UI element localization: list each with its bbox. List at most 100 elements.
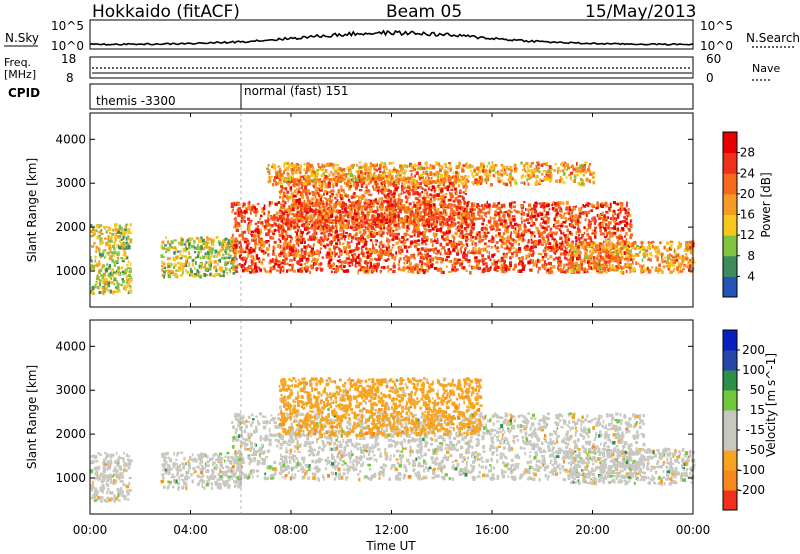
echo-cell bbox=[482, 263, 486, 266]
echo-cell bbox=[389, 233, 392, 237]
echo-cell bbox=[283, 230, 287, 233]
echo-cell bbox=[503, 211, 507, 214]
echo-cell bbox=[617, 254, 620, 258]
echo-cell bbox=[578, 209, 582, 213]
echo-cell bbox=[406, 266, 410, 269]
echo-cell bbox=[371, 265, 375, 270]
echo-cell bbox=[475, 248, 477, 253]
echo-cell bbox=[494, 263, 496, 266]
echo-cell bbox=[454, 261, 458, 265]
echo-cell bbox=[577, 215, 582, 219]
echo-cell bbox=[553, 201, 555, 205]
freq-tick-lo: 8 bbox=[66, 71, 74, 85]
echo-cell bbox=[346, 219, 351, 223]
echo-cell bbox=[466, 202, 469, 205]
echo-cell bbox=[249, 222, 252, 226]
echo-cell bbox=[322, 226, 325, 230]
echo-cell bbox=[124, 225, 127, 228]
echo-cell bbox=[454, 246, 457, 249]
echo-cell bbox=[368, 234, 372, 239]
echo-cell bbox=[532, 262, 536, 265]
echo-cell bbox=[495, 246, 498, 250]
echo-cell bbox=[493, 223, 497, 228]
echo-cell bbox=[459, 232, 463, 235]
echo-cell bbox=[222, 243, 224, 247]
echo-cell bbox=[393, 213, 396, 216]
echo-cell bbox=[223, 239, 225, 243]
echo-cell bbox=[358, 230, 362, 234]
echo-cell bbox=[585, 201, 588, 205]
echo-cell bbox=[119, 234, 122, 239]
echo-cell bbox=[478, 237, 481, 240]
echo-cell bbox=[554, 251, 557, 255]
echo-cell bbox=[394, 224, 397, 227]
echo-cell bbox=[203, 273, 207, 277]
echo-cell bbox=[301, 185, 303, 189]
echo-cell bbox=[381, 231, 385, 235]
echo-cell bbox=[227, 253, 230, 256]
echo-cell bbox=[565, 269, 569, 273]
echo-cell bbox=[307, 221, 310, 224]
echo-cell bbox=[567, 212, 571, 215]
echo-cell bbox=[450, 207, 454, 211]
echo-cell bbox=[421, 190, 424, 194]
echo-cell bbox=[122, 280, 126, 284]
echo-cell bbox=[621, 228, 625, 232]
echo-cell bbox=[104, 249, 107, 252]
echo-cell bbox=[448, 182, 451, 185]
echo-cell bbox=[303, 250, 307, 253]
echo-cell bbox=[542, 230, 545, 234]
echo-cell bbox=[403, 186, 407, 189]
echo-cell bbox=[291, 246, 295, 249]
echo-cell bbox=[502, 252, 505, 257]
echo-cell bbox=[393, 255, 397, 260]
echo-cell bbox=[446, 219, 448, 223]
echo-cell bbox=[313, 242, 315, 246]
echo-cell bbox=[344, 212, 348, 216]
echo-cell bbox=[295, 241, 299, 245]
echo-cell bbox=[205, 255, 208, 259]
echo-cell bbox=[409, 219, 412, 223]
echo-cell bbox=[449, 194, 453, 199]
echo-cell bbox=[583, 226, 586, 229]
echo-cell bbox=[259, 217, 261, 221]
echo-cell bbox=[484, 242, 487, 245]
echo-cell bbox=[109, 289, 113, 294]
echo-cell bbox=[612, 201, 617, 205]
echo-cell bbox=[127, 235, 130, 239]
echo-cell bbox=[398, 226, 401, 230]
echo-cell bbox=[231, 246, 234, 249]
echo-cell bbox=[432, 203, 436, 207]
echo-cell bbox=[363, 260, 367, 265]
echo-cell bbox=[490, 217, 494, 220]
echo-cell bbox=[210, 247, 215, 252]
echo-cell bbox=[568, 218, 571, 221]
echo-cell bbox=[488, 245, 491, 248]
echo-cell bbox=[537, 242, 540, 246]
echo-cell bbox=[507, 213, 509, 217]
echo-cell bbox=[547, 241, 549, 245]
echo-cell bbox=[391, 253, 395, 257]
echo-cell bbox=[90, 223, 93, 227]
echo-cell bbox=[428, 207, 432, 212]
echo-cell bbox=[513, 201, 516, 204]
echo-cell bbox=[163, 266, 167, 269]
echo-cell bbox=[168, 269, 172, 274]
echo-cell bbox=[279, 251, 284, 255]
echo-cell bbox=[460, 195, 464, 198]
echo-cell bbox=[433, 190, 436, 193]
echo-cell bbox=[342, 190, 346, 194]
echo-cell bbox=[303, 199, 306, 204]
echo-cell bbox=[362, 223, 366, 226]
echo-cell bbox=[567, 266, 570, 269]
echo-cell bbox=[306, 192, 308, 196]
echo-cell bbox=[320, 232, 323, 235]
echo-cell bbox=[412, 192, 416, 196]
echo-cell bbox=[367, 219, 371, 222]
echo-cell bbox=[504, 267, 507, 271]
echo-cell bbox=[492, 202, 496, 206]
echo-cell bbox=[354, 237, 357, 240]
echo-cell bbox=[391, 246, 394, 249]
echo-cell bbox=[495, 270, 499, 273]
echo-cell bbox=[444, 249, 446, 252]
